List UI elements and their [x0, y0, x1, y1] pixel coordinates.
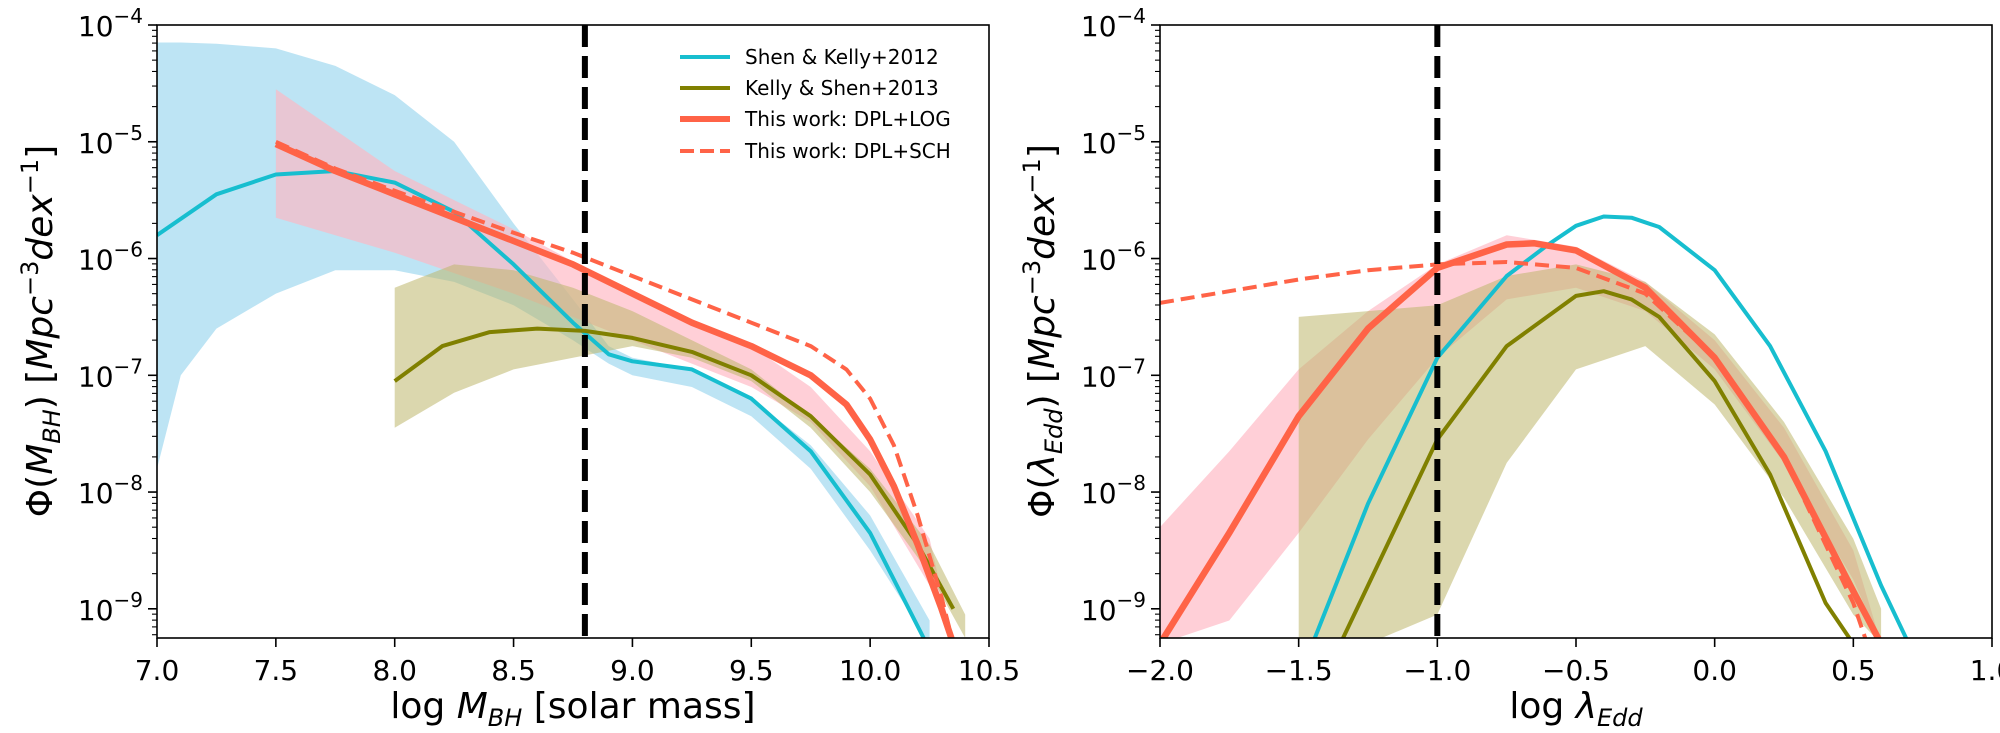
legend-label-dpl-sch: This work: DPL+SCH [744, 139, 951, 163]
left-y-tick-label: 10−9 [78, 588, 143, 627]
legend: Shen & Kelly+2012 Kelly & Shen+2013 This… [680, 45, 951, 163]
left-x-tick-label: 8.5 [491, 654, 536, 687]
left-x-tick-label: 7.0 [135, 654, 180, 687]
left-y-axis-label: Φ(MBH) [Mpc−3dex−1] [16, 145, 66, 517]
left-series-dpl-sch [275, 139, 954, 638]
right-y-tick-label: 10−4 [1081, 4, 1146, 43]
left-y-tick-label: 10−5 [78, 121, 143, 160]
right-x-tick-label: −2.0 [1126, 654, 1194, 687]
right-x-tick-label: −1.5 [1265, 654, 1333, 687]
right-x-tick-label: −1.0 [1403, 654, 1471, 687]
right-y-tick-label: 10−5 [1081, 121, 1146, 160]
left-x-tick-label: 9.0 [610, 654, 655, 687]
legend-label-dpl-log: This work: DPL+LOG [744, 107, 951, 131]
left-x-axis-label: log MBH [solar mass] [390, 686, 755, 732]
left-y-tick-label: 10−7 [78, 354, 143, 393]
right-band-kelly-band [1298, 264, 1882, 638]
right-y-axis-label: Φ(λEdd) [Mpc−3dex−1] [1018, 144, 1068, 518]
legend-label-kelly: Kelly & Shen+2013 [745, 76, 939, 100]
right-y-tick-label: 10−9 [1081, 588, 1146, 627]
panel-left: 7.0 7.5 8.0 8.5 9.0 9.5 10.0 10.5 10−910−810−71… [16, 4, 1020, 732]
right-series-dpl-log [1160, 240, 1882, 638]
left-y-ticks: 10−9 10−8 10−7 10−6 10−5 10−4 [78, 4, 157, 636]
left-series-dpl-log [274, 141, 955, 638]
left-x-tick-label: 10.5 [958, 654, 1020, 687]
left-series-shen [157, 169, 926, 638]
left-x-tick-label: 9.5 [729, 654, 774, 687]
left-y-tick-label: 10−6 [78, 238, 143, 277]
left-x-tick-label: 8.0 [372, 654, 417, 687]
right-series-kelly [1340, 289, 1852, 638]
right-y-tick-label: 10−7 [1081, 354, 1146, 393]
left-band-kelly-band [394, 264, 966, 638]
left-x-tick-label: 10.0 [839, 654, 901, 687]
left-series-kelly [393, 326, 956, 610]
left-y-tick-label: 10−8 [78, 471, 143, 510]
left-plot-frame [156, 24, 990, 639]
right-x-axis-label: log λEdd [1509, 686, 1643, 732]
right-y-tick-label: 10−8 [1081, 471, 1146, 510]
right-x-tick-label: 0.5 [1831, 654, 1876, 687]
left-x-ticks: 7.0 7.5 8.0 8.5 9.0 9.5 10.0 10.5 [135, 638, 1020, 687]
right-bands [1160, 235, 1882, 638]
panel-right: −2.0−1.5−1.0−0.50.00.51.0 10−910−810−710… [1018, 4, 2000, 732]
left-x-tick-label: 7.5 [254, 654, 299, 687]
right-x-tick-label: −0.5 [1542, 654, 1610, 687]
left-series [157, 139, 956, 638]
right-series [1160, 214, 1909, 638]
right-y-ticks: 10−9 10−8 10−7 10−6 10−5 10−4 [1081, 4, 1160, 636]
legend-label-shen: Shen & Kelly+2012 [745, 45, 939, 69]
right-series-dpl-sch [1160, 260, 1868, 638]
right-x-ticks: −2.0 −1.5 −1.0 −0.5 0.0 0.5 1.0 [1126, 638, 2000, 687]
left-band-this-work-band [275, 89, 952, 638]
left-bands [157, 42, 966, 638]
right-series-shen [1312, 214, 1909, 638]
right-y-tick-label: 10−6 [1081, 238, 1146, 277]
left-y-tick-label: 10−4 [78, 4, 143, 43]
right-x-tick-label: 1.0 [1970, 654, 2000, 687]
right-x-tick-label: 0.0 [1692, 654, 1737, 687]
